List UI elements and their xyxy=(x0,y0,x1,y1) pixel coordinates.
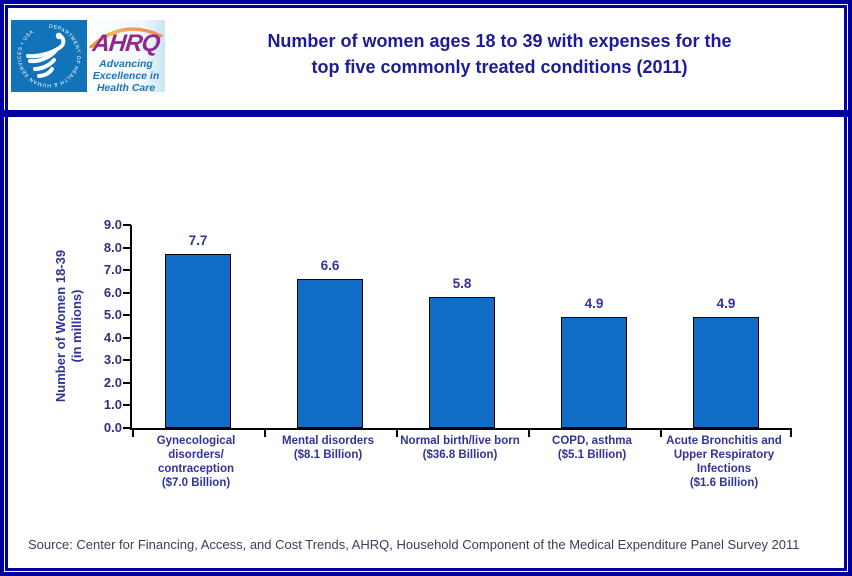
y-tick-label: 3.0 xyxy=(103,352,122,368)
ahrq-tagline-line: Excellence in xyxy=(92,70,160,82)
x-tick-mark xyxy=(790,430,792,437)
category-label: Mental disorders ($8.1 Billion) xyxy=(281,435,375,461)
ahrq-arc-icon xyxy=(89,27,163,48)
y-axis-title-line2: (in millions) xyxy=(69,289,84,363)
bar xyxy=(429,297,495,428)
y-tick-label: 9.0 xyxy=(103,217,122,232)
plot-area: 7.7 6.6 5.8 4.9 4.9 xyxy=(123,224,792,437)
hhs-logo: DEPARTMENT OF HEALTH & HUMAN SERVICES • … xyxy=(11,20,87,92)
category-label: Acute Bronchitis and Upper Respiratory Inf… xyxy=(666,435,782,489)
y-tick-mark xyxy=(123,224,131,226)
page-title-line2: top five commonly treated conditions (20… xyxy=(311,57,688,77)
y-tick-mark xyxy=(123,314,131,317)
y-tick-label: 0.0 xyxy=(103,420,122,435)
hhs-eagle-icon: DEPARTMENT OF HEALTH & HUMAN SERVICES • … xyxy=(17,24,81,88)
x-tick-mark xyxy=(396,430,398,437)
ahrq-tagline-line: Advancing xyxy=(99,58,153,70)
x-tick-mark xyxy=(264,430,266,437)
y-axis-title: Number of Women 18-39 (in millions) xyxy=(53,216,87,436)
bar-value-label: 6.6 xyxy=(320,258,340,273)
y-tick-label: 1.0 xyxy=(103,397,122,413)
source-note: Source: Center for Financing, Access, an… xyxy=(28,537,800,552)
category-label: COPD, asthma ($5.1 Billion) xyxy=(552,435,632,461)
y-tick-mark xyxy=(123,269,131,272)
y-tick-mark xyxy=(123,336,131,339)
category-label: Normal birth/live born ($36.8 Billion) xyxy=(400,435,520,461)
ahrq-tagline: Advancing Excellence in Health Care xyxy=(87,58,165,92)
y-tick-label: 2.0 xyxy=(103,374,122,390)
x-tick-mark xyxy=(528,430,530,437)
x-tick-mark xyxy=(660,430,662,437)
y-axis-title-line1: Number of Women 18-39 xyxy=(53,249,68,403)
y-tick-label: 8.0 xyxy=(103,239,122,255)
y-tick-label: 4.0 xyxy=(103,329,122,345)
y-tick-label: 7.0 xyxy=(103,262,122,278)
y-tick-mark xyxy=(123,291,131,294)
category-labels: Gynecological disorders/contraception ($7.… xyxy=(130,434,790,504)
x-tick-mark xyxy=(132,430,134,437)
header-divider xyxy=(0,110,852,117)
y-tick-mark xyxy=(123,246,131,249)
page-title: Number of women ages 18 to 39 with expen… xyxy=(175,28,824,80)
ahrq-tagline-line: Health Care xyxy=(96,82,156,92)
bar-value-label: 4.9 xyxy=(584,296,604,311)
y-tick-label: 6.0 xyxy=(103,284,122,300)
ahrq-logo: AHRQ Advancing Excellence in Health Care xyxy=(87,20,165,92)
bar-value-label: 7.7 xyxy=(188,233,208,248)
y-tick-label: 5.0 xyxy=(103,307,122,323)
bar xyxy=(165,254,231,428)
bar-value-label: 5.8 xyxy=(452,276,472,291)
bar-value-label: 4.9 xyxy=(716,296,736,311)
page-title-line1: Number of women ages 18 to 39 with expen… xyxy=(267,31,732,51)
bar xyxy=(561,317,627,428)
y-tick-mark xyxy=(123,427,131,429)
y-tick-mark xyxy=(123,381,131,384)
y-tick-mark xyxy=(123,404,131,407)
category-label: Gynecological disorders/contraception ($7.… xyxy=(156,435,236,489)
ahrq-wordmark: AHRQ xyxy=(91,30,161,57)
bar xyxy=(693,317,759,428)
y-tick-mark xyxy=(123,359,131,362)
y-axis: 9.0 8.0 7.0 6.0 5.0 4.0 3.0 2.0 1.0 0.0 xyxy=(86,217,122,435)
bar xyxy=(297,279,363,428)
